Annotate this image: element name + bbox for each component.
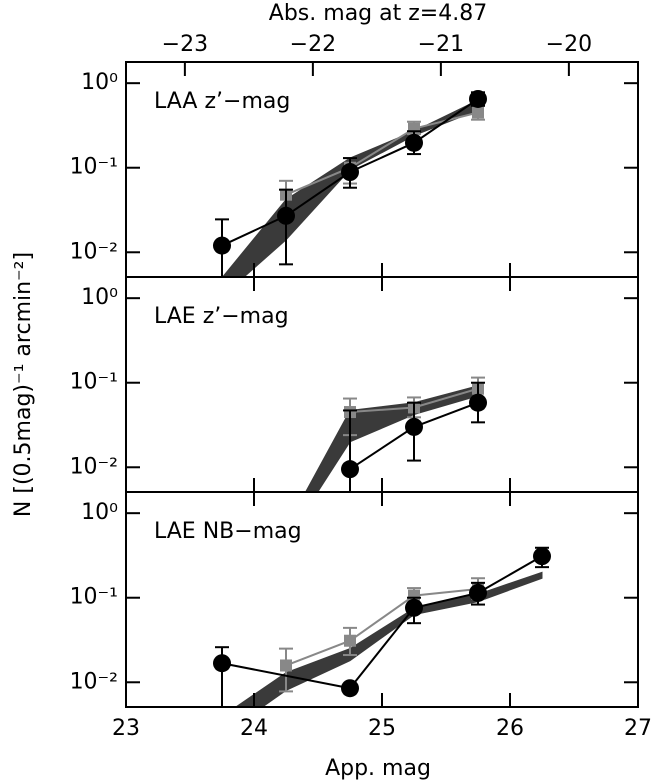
data-point bbox=[533, 547, 551, 566]
error-bar bbox=[279, 188, 293, 266]
data-point bbox=[469, 393, 487, 412]
data-point bbox=[469, 583, 487, 602]
data-point bbox=[469, 89, 487, 108]
y-axis-label: N [(0.5mag)⁻¹ arcmin⁻²] bbox=[11, 252, 36, 517]
panel-label: LAE z’−mag bbox=[154, 304, 289, 329]
series-line bbox=[221, 555, 543, 690]
data-point bbox=[277, 206, 295, 225]
data-point bbox=[280, 659, 292, 672]
x-tick-label: 24 bbox=[240, 716, 268, 741]
data-point bbox=[341, 460, 359, 479]
y-tick-label: 10⁻² bbox=[70, 239, 118, 264]
x-tick-label: 23 bbox=[112, 716, 140, 741]
panel-label: LAE NB−mag bbox=[154, 519, 302, 544]
y-tick-label: 10⁰ bbox=[81, 70, 118, 95]
series-line bbox=[285, 587, 479, 667]
x-tick-label: 27 bbox=[624, 716, 652, 741]
y-tick-label: 10⁰ bbox=[81, 285, 118, 310]
data-point bbox=[341, 163, 359, 182]
y-tick-label: 10⁻² bbox=[70, 454, 118, 479]
plot-area bbox=[213, 546, 551, 707]
data-point bbox=[344, 634, 356, 647]
top-axis-title: Abs. mag at z=4.87 bbox=[269, 1, 487, 26]
data-point bbox=[341, 679, 359, 698]
data-point bbox=[405, 417, 423, 436]
y-tick-label: 10⁻² bbox=[70, 669, 118, 694]
error-bar bbox=[343, 409, 357, 492]
data-point bbox=[213, 654, 231, 673]
y-tick-label: 10⁻¹ bbox=[70, 585, 118, 610]
x2-tick-label: −20 bbox=[546, 32, 592, 57]
data-point bbox=[213, 236, 231, 255]
x2-tick-label: −21 bbox=[418, 32, 464, 57]
x2-tick-label: −23 bbox=[162, 32, 208, 57]
y-tick-label: 10⁰ bbox=[81, 500, 118, 525]
y-tick-label: 10⁻¹ bbox=[70, 155, 118, 180]
series-line bbox=[285, 111, 479, 196]
x2-tick-label: −22 bbox=[290, 32, 336, 57]
y-tick-label: 10⁻¹ bbox=[70, 370, 118, 395]
panel-label: LAA z’−mag bbox=[154, 89, 290, 114]
x-axis-label: App. mag bbox=[325, 756, 431, 781]
x-tick-label: 25 bbox=[368, 716, 396, 741]
data-point bbox=[472, 106, 484, 119]
model-band bbox=[221, 99, 479, 277]
plot-area bbox=[213, 89, 487, 277]
data-point bbox=[405, 598, 423, 617]
plot-area bbox=[305, 376, 487, 492]
data-point bbox=[405, 133, 423, 152]
x-tick-label: 26 bbox=[496, 716, 524, 741]
